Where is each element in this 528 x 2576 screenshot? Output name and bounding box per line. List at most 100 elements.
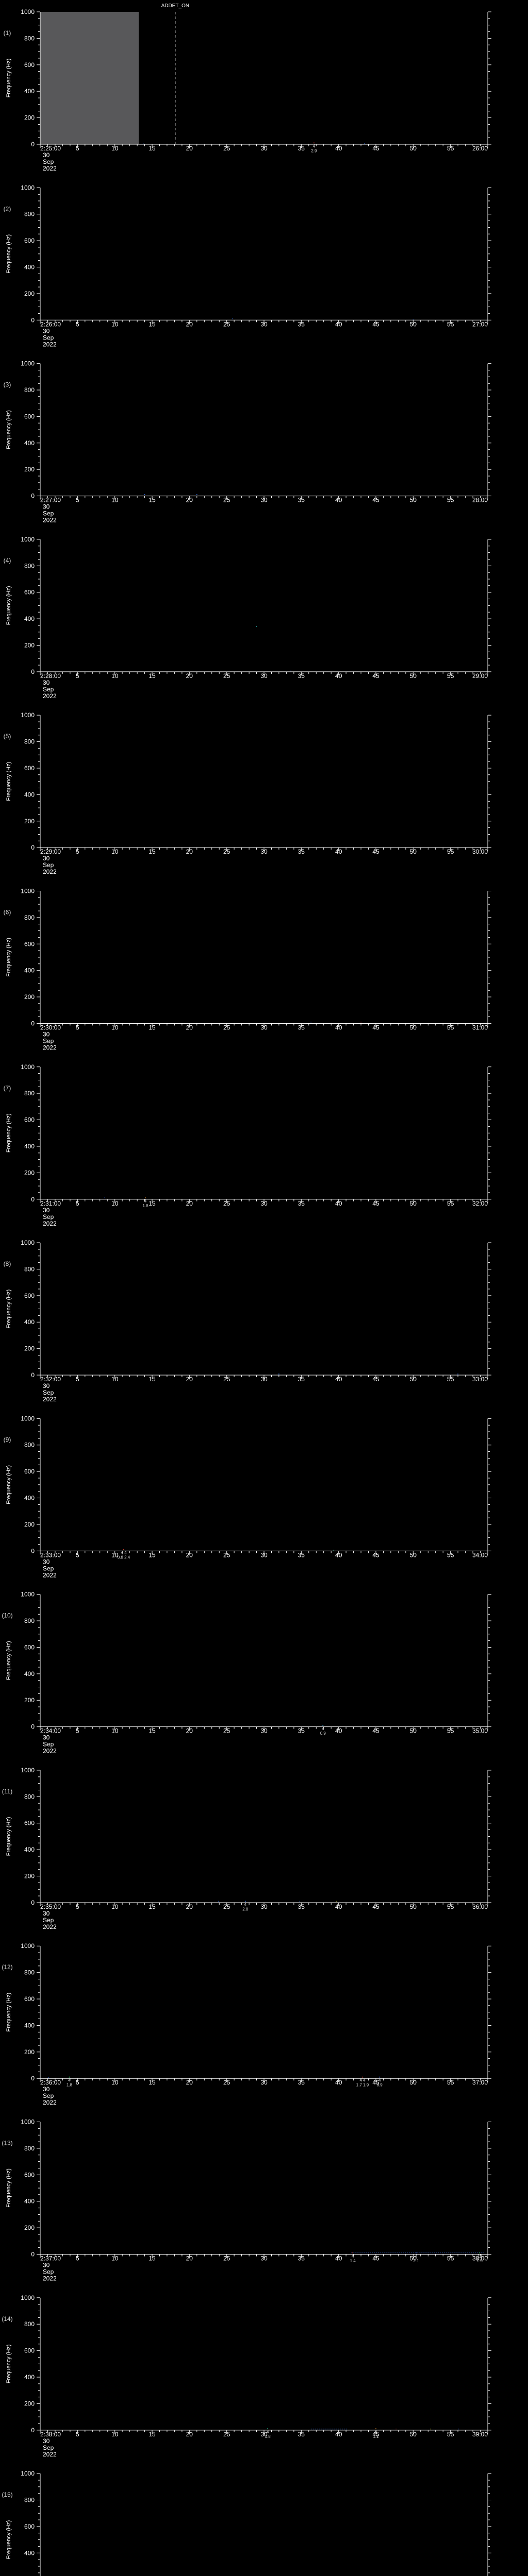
svg-text:15: 15	[148, 497, 156, 504]
svg-text:30: 30	[260, 497, 268, 504]
svg-text:1000: 1000	[21, 887, 35, 894]
svg-text:28:00: 28:00	[472, 497, 488, 504]
svg-text:0: 0	[31, 141, 35, 148]
svg-text:40: 40	[335, 1551, 342, 1558]
svg-text:(4): (4)	[4, 557, 11, 564]
svg-text:25: 25	[223, 1024, 230, 1031]
svg-text:600: 600	[24, 1468, 35, 1475]
svg-text:2022: 2022	[43, 1044, 57, 1051]
svg-text:2022: 2022	[43, 1923, 57, 1930]
svg-text:(2): (2)	[4, 205, 11, 212]
svg-text:45: 45	[372, 1200, 380, 1207]
svg-text:20: 20	[186, 2431, 193, 2438]
svg-text:35: 35	[298, 2255, 305, 2262]
svg-text:50: 50	[410, 2431, 417, 2438]
svg-text:2022: 2022	[43, 1748, 57, 1755]
svg-text:35: 35	[298, 1024, 305, 1031]
svg-text:15: 15	[148, 2255, 156, 2262]
svg-text:55: 55	[447, 320, 454, 328]
svg-text:55: 55	[447, 497, 454, 504]
svg-text:Frequency (Hz): Frequency (Hz)	[6, 1817, 12, 1856]
svg-text:50: 50	[410, 1551, 417, 1558]
svg-text:600: 600	[24, 1643, 35, 1651]
svg-text:30: 30	[260, 1200, 268, 1207]
svg-text:10: 10	[111, 145, 119, 152]
svg-text:0: 0	[31, 1020, 35, 1027]
svg-text:30: 30	[43, 1910, 50, 1917]
svg-text:30: 30	[260, 2079, 268, 2086]
svg-text:30: 30	[260, 320, 268, 328]
svg-text:1000: 1000	[21, 536, 35, 543]
svg-text:50: 50	[410, 672, 417, 680]
svg-text:800: 800	[24, 386, 35, 394]
svg-text:35: 35	[298, 1200, 305, 1207]
svg-text:4 4: 4 4	[121, 1551, 127, 1555]
svg-text:Sep: Sep	[43, 1213, 54, 1221]
svg-text:35: 35	[298, 2431, 305, 2438]
svg-text:Frequency (Hz): Frequency (Hz)	[6, 1465, 12, 1504]
svg-text:50: 50	[410, 145, 417, 152]
svg-text:1.8: 1.8	[265, 2434, 271, 2439]
svg-text:1000: 1000	[21, 8, 35, 15]
svg-text:35: 35	[298, 848, 305, 855]
svg-text:30: 30	[260, 145, 268, 152]
svg-text:1000: 1000	[21, 1063, 35, 1071]
svg-text:1.4: 1.4	[350, 2259, 356, 2263]
svg-text:20: 20	[186, 1727, 193, 1735]
svg-text:50: 50	[410, 1727, 417, 1735]
svg-text:35: 35	[298, 2079, 305, 2086]
svg-text:1000: 1000	[21, 1767, 35, 1774]
svg-text:200: 200	[24, 641, 35, 649]
svg-text:30: 30	[260, 848, 268, 855]
svg-text:(13): (13)	[2, 2140, 12, 2147]
svg-text:1000: 1000	[21, 1942, 35, 1950]
svg-text:35: 35	[298, 1376, 305, 1383]
svg-text:30: 30	[43, 2262, 50, 2269]
svg-text:30: 30	[260, 2255, 268, 2262]
svg-text:32:00: 32:00	[472, 1200, 488, 1207]
svg-text:4: 4	[313, 144, 316, 148]
svg-text:1.8: 1.8	[67, 2083, 73, 2088]
svg-text:55: 55	[447, 848, 454, 855]
svg-text:30: 30	[43, 1558, 50, 1565]
svg-text:800: 800	[24, 1793, 35, 1800]
svg-text:400: 400	[24, 615, 35, 622]
svg-text:5: 5	[76, 320, 79, 328]
svg-text:15: 15	[148, 1551, 156, 1558]
svg-text:27:00: 27:00	[472, 320, 488, 328]
svg-text:2022: 2022	[43, 165, 57, 172]
svg-text:15: 15	[148, 145, 156, 152]
svg-text:33:00: 33:00	[472, 1376, 488, 1383]
svg-text:5: 5	[76, 672, 79, 680]
svg-text:35: 35	[298, 320, 305, 328]
svg-text:25: 25	[223, 672, 230, 680]
svg-text:20: 20	[186, 2255, 193, 2262]
svg-text:(5): (5)	[4, 733, 11, 740]
svg-text:Frequency (Hz): Frequency (Hz)	[6, 1993, 12, 2032]
svg-text:30: 30	[260, 1903, 268, 1910]
svg-text:Frequency (Hz): Frequency (Hz)	[6, 1113, 12, 1153]
svg-text:Frequency (Hz): Frequency (Hz)	[6, 2168, 12, 2208]
svg-text:40: 40	[335, 1376, 342, 1383]
svg-text:55: 55	[447, 1200, 454, 1207]
svg-text:55: 55	[447, 2079, 454, 2086]
svg-text:55: 55	[447, 1727, 454, 1735]
svg-text:25: 25	[223, 1376, 230, 1383]
svg-text:800: 800	[24, 2497, 35, 2504]
svg-text:(6): (6)	[4, 908, 11, 916]
svg-text:2022: 2022	[43, 517, 57, 524]
svg-text:0: 0	[31, 493, 35, 500]
svg-text:25: 25	[223, 1903, 230, 1910]
svg-text:50: 50	[410, 1200, 417, 1207]
svg-text:15: 15	[148, 672, 156, 680]
svg-text:45: 45	[372, 1024, 380, 1031]
svg-text:10: 10	[111, 2431, 119, 2438]
svg-text:30: 30	[260, 1376, 268, 1383]
svg-text:2:38:00: 2:38:00	[40, 2431, 61, 2438]
svg-text:30: 30	[260, 672, 268, 680]
svg-text:1000: 1000	[21, 2294, 35, 2301]
svg-text:Frequency (Hz): Frequency (Hz)	[6, 1290, 12, 1329]
svg-text:4: 4	[352, 2254, 354, 2259]
svg-text:15: 15	[148, 1200, 156, 1207]
svg-text:40: 40	[335, 497, 342, 504]
